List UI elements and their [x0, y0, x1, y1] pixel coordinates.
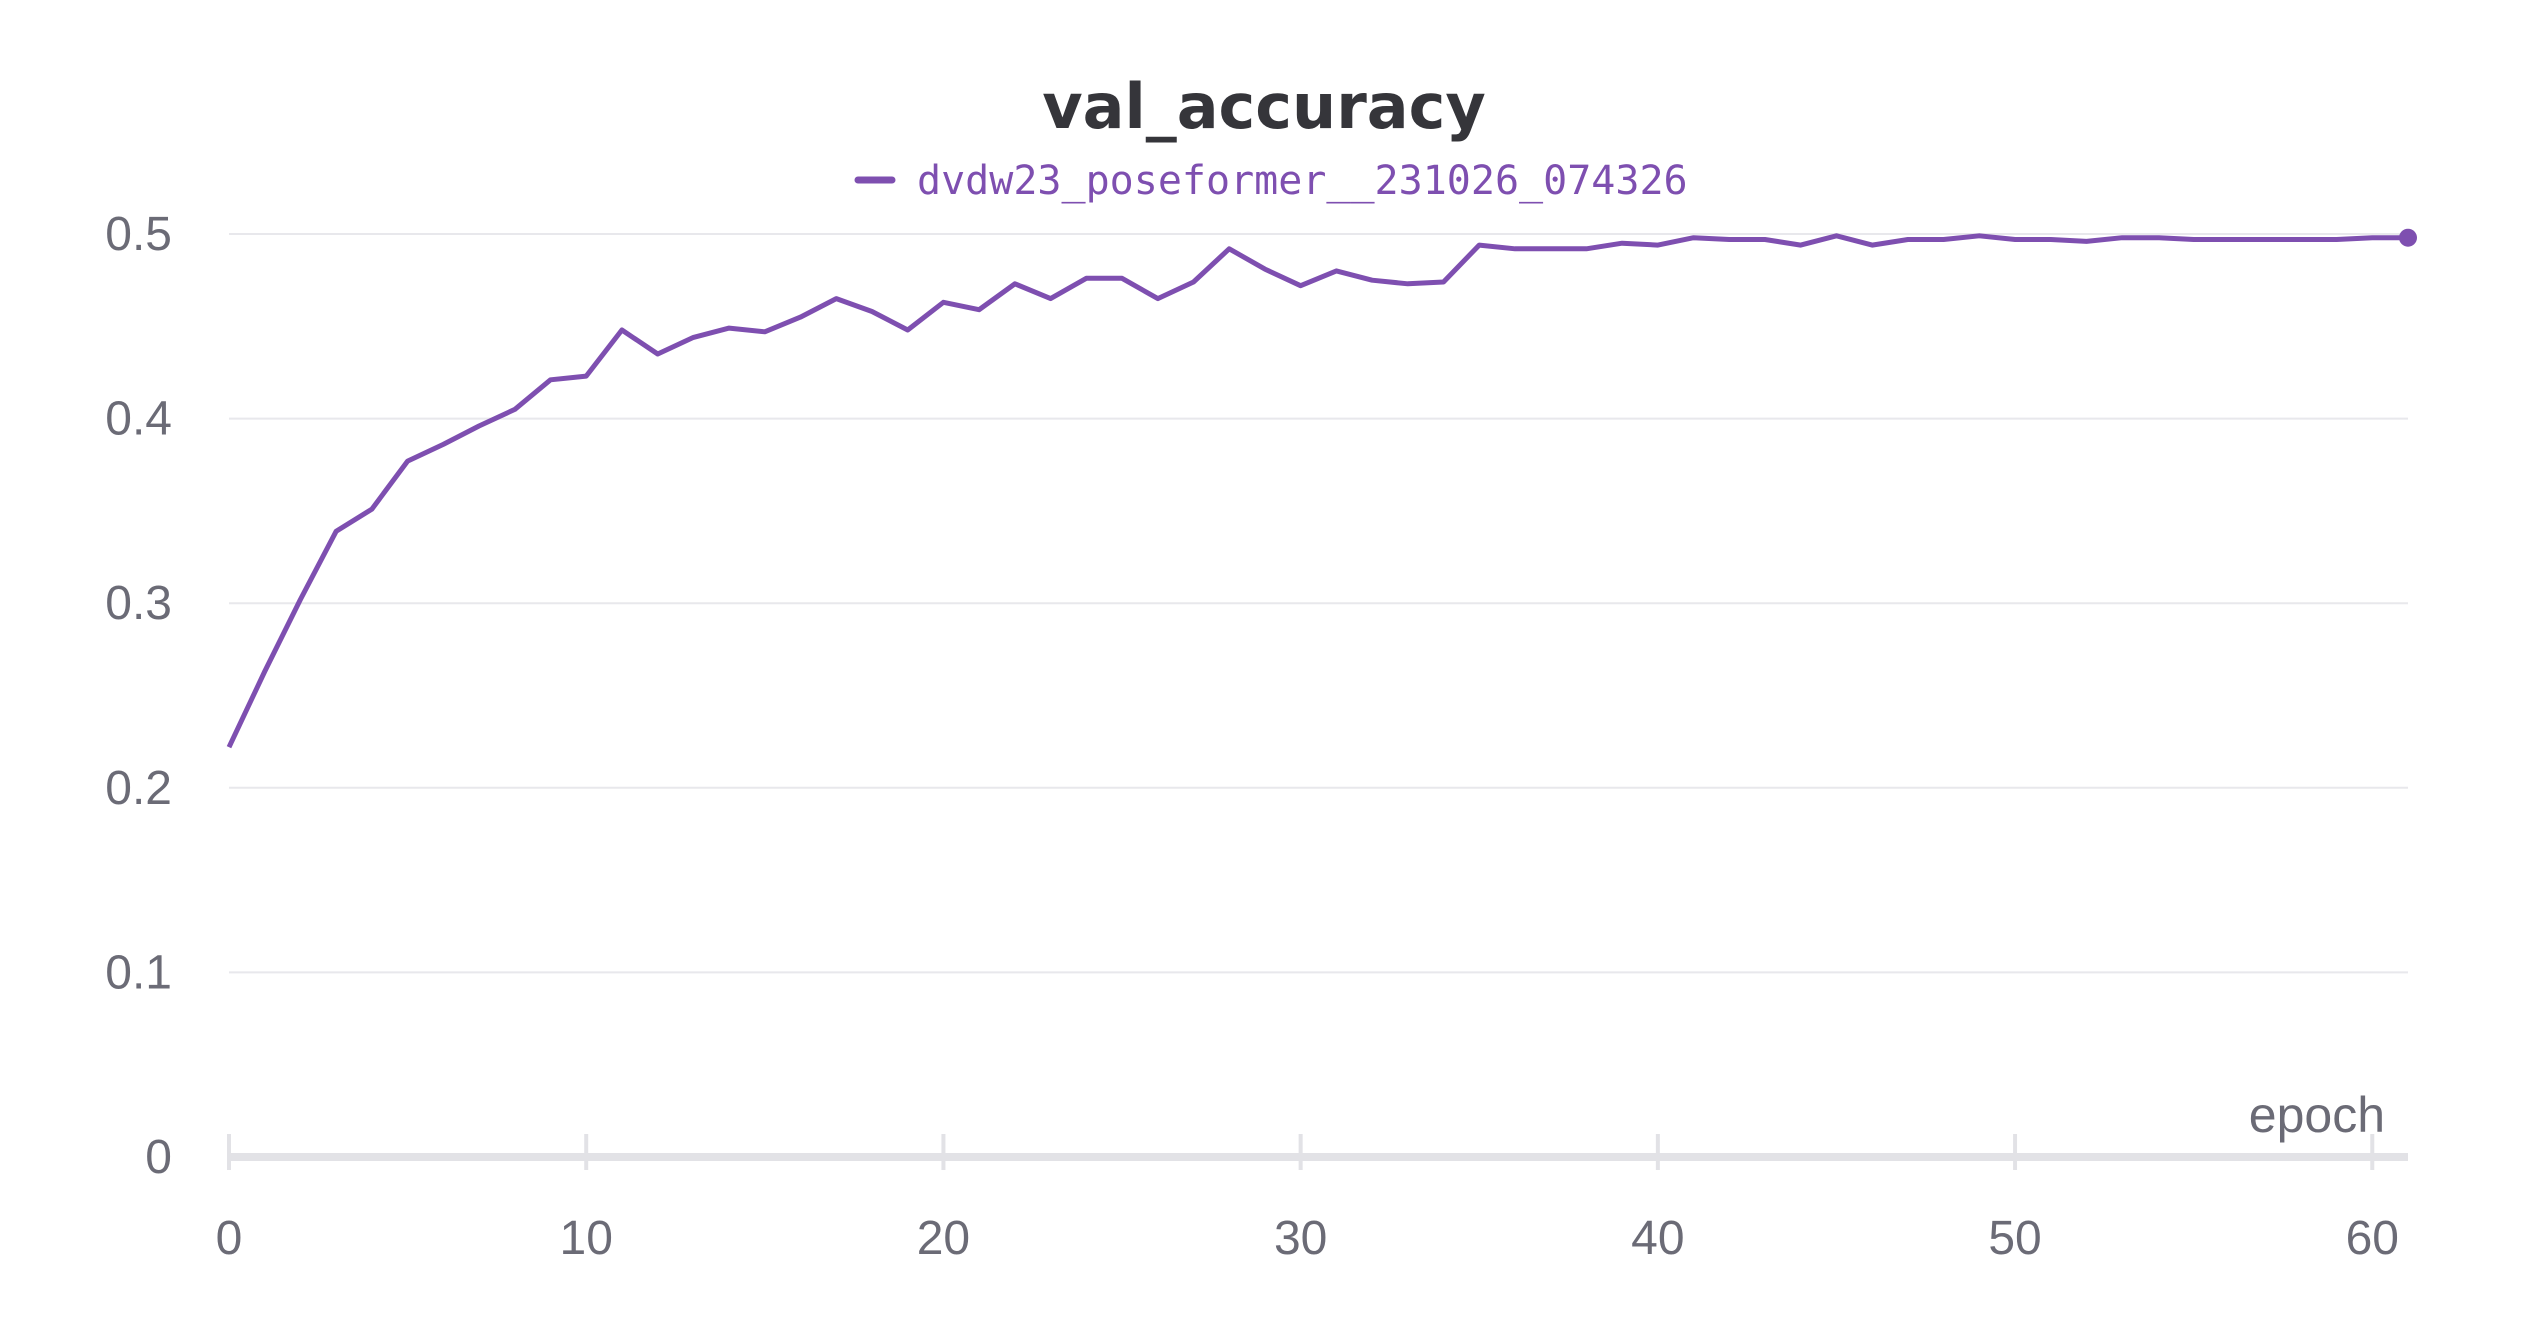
y-axis-tick-labels: 0 0.1 0.2 0.3 0.4 0.5: [105, 208, 172, 1184]
gridlines: [229, 233, 2408, 974]
x-axis: 0 10 20 30 40 50 60 epoch: [216, 1087, 2408, 1265]
series-end-point: [2399, 228, 2417, 247]
series-line: [226, 233, 2408, 749]
legend-label: dvdw23_poseformer__231026_074326: [917, 158, 1688, 204]
y-tick-label: 0.5: [105, 208, 172, 261]
y-tick-label: 0.3: [105, 577, 172, 630]
x-tick-label: 10: [560, 1212, 613, 1265]
x-tick-label: 20: [917, 1212, 970, 1265]
x-tick-label: 50: [1988, 1212, 2041, 1265]
x-tick-label: 40: [1631, 1212, 1684, 1265]
x-axis-ticks: 0 10 20 30 40 50 60: [216, 1134, 2399, 1265]
y-tick-label: 0: [145, 1131, 172, 1184]
x-tick-label: 30: [1274, 1212, 1327, 1265]
chart-title: val_accuracy: [1042, 70, 1486, 143]
y-tick-label: 0.2: [105, 762, 172, 815]
series-layer: [226, 228, 2417, 749]
y-tick-label: 0.4: [105, 393, 172, 446]
x-axis-label: epoch: [2249, 1087, 2385, 1143]
y-tick-label: 0.1: [105, 946, 172, 999]
x-tick-label: 60: [2346, 1212, 2399, 1265]
legend: dvdw23_poseformer__231026_074326: [854, 158, 1688, 204]
x-tick-label: 0: [216, 1212, 243, 1265]
